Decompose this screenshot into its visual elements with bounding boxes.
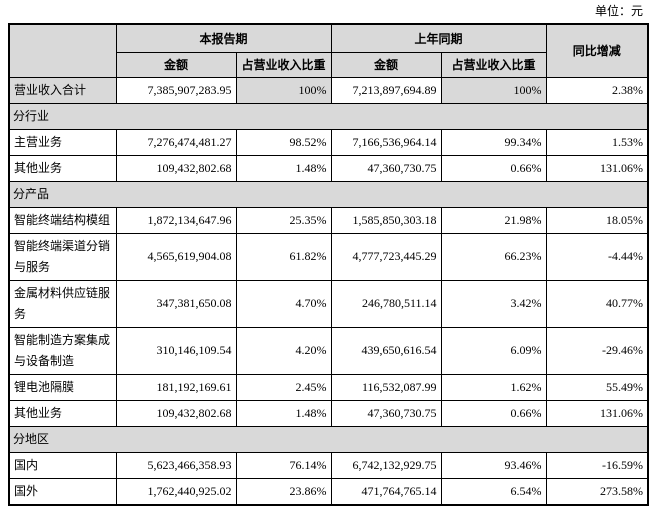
table-row: 智能制造方案集成与设备制造 310,146,109.54 4.20% 439,650,… [8,326,649,375]
revenue-breakdown-table: 本报告期 上年同期 同比增减 金额 占营业收入比重 金额 占营业收入比重 营业收… [8,23,650,506]
yoy-cell: -16.59% [545,451,649,479]
header-current-period: 本报告期 [115,23,332,53]
row-label: 锂电池隔膜 [8,373,117,401]
current-amount-cell: 310,146,109.54 [115,326,237,375]
current-amount-cell: 7,276,474,481.27 [115,128,237,156]
current-pct-cell: 23.86% [235,477,332,505]
section-row-label: 分地区 [8,425,649,453]
table-row: 锂电池隔膜 181,192,169.61 2.45% 116,532,087.99 1.… [8,373,649,401]
row-label: 其他业务 [8,154,117,182]
row-label: 营业收入合计 [8,76,117,104]
yoy-cell: 273.58% [545,477,649,505]
section-row-label: 分产品 [8,180,649,208]
current-pct-cell: 2.45% [235,373,332,401]
table-row: 国内 5,623,466,358.93 76.14% 6,742,132,929.75… [8,451,649,479]
corner-cell [8,23,117,78]
yoy-cell: 40.77% [545,279,649,328]
prior-pct-cell: 6.54% [440,477,547,505]
current-amount-cell: 109,432,802.68 [115,154,237,182]
current-pct-cell: 1.48% [235,399,332,427]
current-pct-cell: 61.82% [235,232,332,281]
current-amount-cell: 181,192,169.61 [115,373,237,401]
section-row: 分地区 [8,425,649,453]
current-amount-cell: 347,381,650.08 [115,279,237,328]
section-row: 分行业 [8,102,649,130]
current-pct-cell: 4.20% [235,326,332,375]
yoy-cell: 18.05% [545,206,649,234]
prior-amount-cell: 7,166,536,964.14 [330,128,442,156]
yoy-cell: 2.38% [545,76,649,104]
prior-amount-cell: 1,585,850,303.18 [330,206,442,234]
table-row: 营业收入合计 7,385,907,283.95 100% 7,213,897,694.… [8,76,649,104]
unit-label: 单位：元 [594,4,643,18]
prior-pct-cell: 99.34% [440,128,547,156]
table-row: 金属材料供应链服务 347,381,650.08 4.70% 246,780,511.… [8,279,649,328]
yoy-cell: 131.06% [545,399,649,427]
prior-pct-cell: 6.09% [440,326,547,375]
header-amount-current: 金额 [115,51,237,78]
yoy-cell: -29.46% [545,326,649,375]
row-label: 智能终端结构模组 [8,206,117,234]
prior-amount-cell: 4,777,723,445.29 [330,232,442,281]
row-label: 国外 [8,477,117,505]
prior-amount-cell: 47,360,730.75 [330,399,442,427]
table-header-row-2: 金额 占营业收入比重 金额 占营业收入比重 [9,51,648,78]
current-pct-cell: 98.52% [235,128,332,156]
current-amount-cell: 4,565,619,904.08 [115,232,237,281]
row-label: 其他业务 [8,399,117,427]
row-label: 主营业务 [8,128,117,156]
prior-pct-cell: 100% [440,76,547,104]
section-row: 分产品 [8,180,649,208]
prior-pct-cell: 3.42% [440,279,547,328]
table-row: 主营业务 7,276,474,481.27 98.52% 7,166,536,964.… [8,128,649,156]
prior-amount-cell: 6,742,132,929.75 [330,451,442,479]
current-amount-cell: 109,432,802.68 [115,399,237,427]
header-yoy-change: 同比增减 [545,23,649,78]
prior-amount-cell: 116,532,087.99 [330,373,442,401]
prior-amount-cell: 471,764,765.14 [330,477,442,505]
prior-amount-cell: 47,360,730.75 [330,154,442,182]
prior-pct-cell: 1.62% [440,373,547,401]
prior-amount-cell: 439,650,616.54 [330,326,442,375]
row-label: 智能终端渠道分销与服务 [8,232,117,281]
prior-pct-cell: 0.66% [440,154,547,182]
row-label: 国内 [8,451,117,479]
current-pct-cell: 4.70% [235,279,332,328]
table-row: 国外 1,762,440,925.02 23.86% 471,764,765.14 6.… [8,477,649,505]
current-amount-cell: 1,762,440,925.02 [115,477,237,505]
prior-amount-cell: 7,213,897,694.89 [330,76,442,104]
current-pct-cell: 100% [235,76,332,104]
table-row: 其他业务 109,432,802.68 1.48% 47,360,730.75 0.66… [8,399,649,427]
current-amount-cell: 7,385,907,283.95 [115,76,237,104]
table-body: 营业收入合计 7,385,907,283.95 100% 7,213,897,694.… [8,76,649,505]
yoy-cell: 1.53% [545,128,649,156]
yoy-cell: 55.49% [545,373,649,401]
header-amount-prior: 金额 [330,51,442,78]
current-pct-cell: 1.48% [235,154,332,182]
current-pct-cell: 76.14% [235,451,332,479]
table-row: 其他业务 109,432,802.68 1.48% 47,360,730.75 0.66… [8,154,649,182]
prior-pct-cell: 21.98% [440,206,547,234]
yoy-cell: -4.44% [545,232,649,281]
yoy-cell: 131.06% [545,154,649,182]
prior-pct-cell: 66.23% [440,232,547,281]
header-prior-period: 上年同期 [330,23,547,53]
header-pct-prior: 占营业收入比重 [440,51,547,78]
table-header-row-1: 本报告期 上年同期 同比增减 [8,23,649,78]
row-label: 智能制造方案集成与设备制造 [8,326,117,375]
prior-pct-cell: 0.66% [440,399,547,427]
current-pct-cell: 25.35% [235,206,332,234]
table-row: 智能终端渠道分销与服务 4,565,619,904.08 61.82% 4,777,7… [8,232,649,281]
table-row: 智能终端结构模组 1,872,134,647.96 25.35% 1,585,850,… [8,206,649,234]
prior-amount-cell: 246,780,511.14 [330,279,442,328]
header-pct-current: 占营业收入比重 [235,51,332,78]
current-amount-cell: 5,623,466,358.93 [115,451,237,479]
row-label: 金属材料供应链服务 [8,279,117,328]
current-amount-cell: 1,872,134,647.96 [115,206,237,234]
prior-pct-cell: 93.46% [440,451,547,479]
section-row-label: 分行业 [8,102,649,130]
